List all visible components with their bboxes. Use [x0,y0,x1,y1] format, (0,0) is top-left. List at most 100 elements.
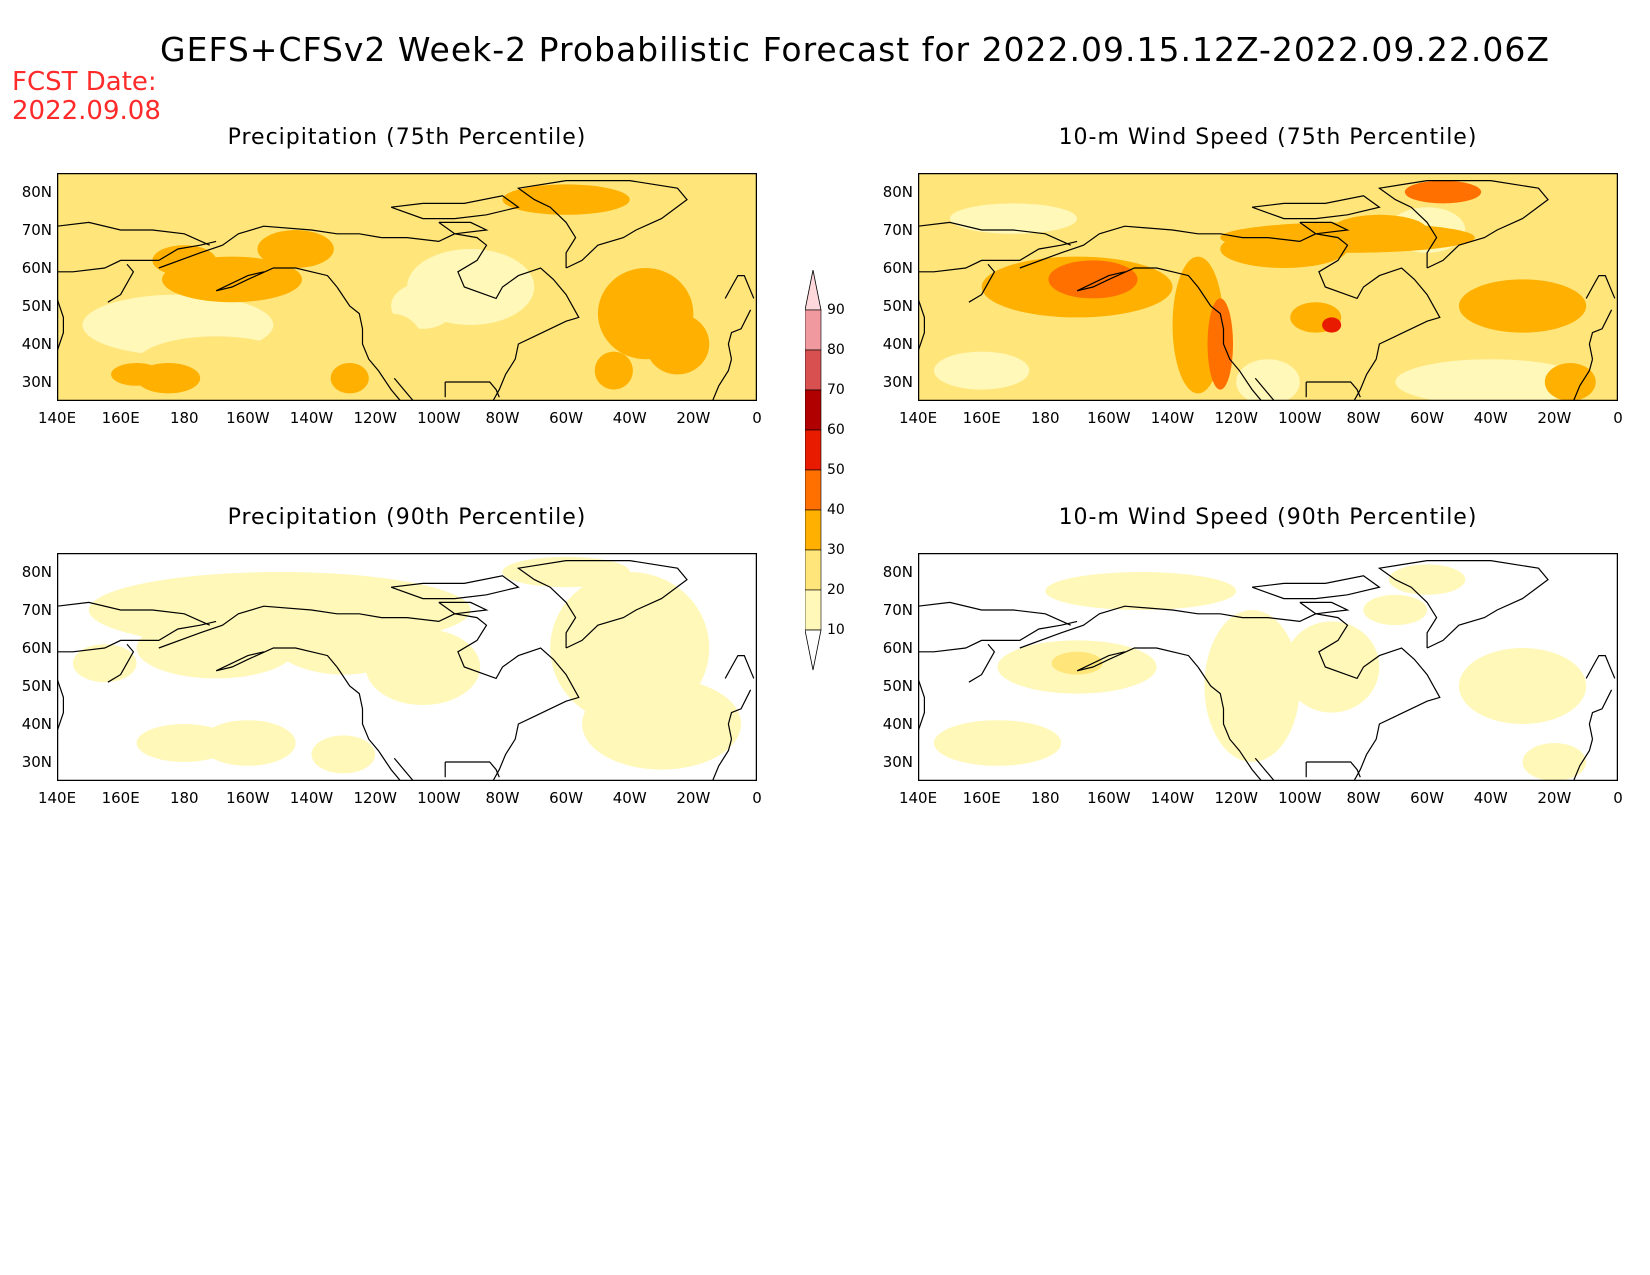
lat-tick-label: 30N [21,753,52,771]
coastline [438,601,489,615]
probability-contour [311,735,376,774]
coastline [57,678,65,735]
colorbar: 10 20 30 40 50 60 70 80 90 [804,269,865,694]
coastline [107,263,135,303]
coastline [1588,689,1613,740]
coastline [393,377,414,401]
coastline [57,601,210,626]
colorbar-segment [804,269,822,311]
coastline [1197,666,1263,781]
coastline [336,666,402,781]
colorbar-label: 50 [827,462,845,478]
lon-tick-label: 20W [1537,409,1572,427]
lon-tick-label: 60W [549,789,584,807]
probability-contour [1322,317,1342,333]
coastline [1299,221,1350,235]
map-frame [57,173,757,401]
coastline [711,739,733,781]
coastline [516,559,688,649]
lat-tick-label: 30N [882,373,913,391]
panel-wind-75: 10-m Wind Speed (75th Percentile) 80N 70N… [883,125,1623,427]
lat-tick-label: 80N [882,183,913,201]
coastline [1197,286,1263,401]
lon-tick-label: 20W [1537,789,1572,807]
colorbar-segment [804,349,822,391]
coastline [1585,654,1616,679]
coastline [215,267,338,292]
coastline [727,309,752,360]
coastline [107,643,135,683]
coastline [158,225,580,401]
lon-tick-label: 180 [1030,789,1060,807]
coastline [918,240,1078,273]
probability-contour [1404,180,1482,204]
lon-tick-label: 160W [226,409,270,427]
colorbar-segment [804,589,822,631]
coastline [1019,605,1441,781]
lon-tick-label: 140E [898,789,938,807]
probability-contour [1045,572,1237,610]
coastline [727,689,752,740]
lat-tick-label: 50N [882,297,913,315]
lon-tick-label: 60W [1410,789,1445,807]
lon-tick-label: 140E [898,409,938,427]
coastline [516,179,688,269]
colorbar-graphic [804,269,822,671]
colorbar-label: 10 [827,622,845,638]
coastline [918,298,926,355]
panel-title: Precipitation (75th Percentile) [227,125,587,150]
probability-contour [1048,260,1138,299]
coastline [1251,195,1381,220]
lon-tick-label: 140W [289,409,334,427]
lat-tick-label: 60N [882,259,913,277]
lat-tick-label: 70N [21,221,52,239]
probability-contour [1331,214,1428,246]
coastline [1306,381,1361,398]
lon-tick-label: 140E [37,409,77,427]
probability-contour [1458,279,1587,333]
probability-contour [1204,610,1300,762]
colorbar-label: 30 [827,542,845,558]
probability-contour [949,203,1078,234]
coastline [1254,757,1275,781]
probability-contour [933,351,1030,390]
probability-contour [1544,363,1596,401]
probability-contour [1283,621,1380,713]
probability-contour [200,720,296,766]
probability-contour [502,556,630,588]
lon-tick-label: 0 [752,409,762,427]
lon-tick-label: 80W [485,409,520,427]
probability-contour [359,313,423,375]
lat-tick-label: 70N [882,601,913,619]
lat-tick-label: 50N [882,677,913,695]
coastline [724,274,755,299]
coastline [445,761,500,778]
probability-contour [330,363,369,394]
colorbar-label: 40 [827,502,845,518]
colorbar-label: 90 [827,302,845,318]
lat-tick-label: 30N [21,373,52,391]
coastline [336,286,402,401]
lon-tick-label: 20W [676,409,711,427]
probability-contour [1458,648,1587,724]
coastline [1377,559,1549,649]
probability-contour [1236,359,1300,401]
map-frame [918,173,1618,401]
lon-tick-label: 60W [549,409,584,427]
lon-tick-label: 0 [1613,409,1623,427]
coastline [1377,179,1549,269]
lat-tick-label: 30N [882,753,913,771]
lon-tick-label: 0 [752,789,762,807]
lon-tick-label: 80W [1346,789,1381,807]
probability-contour [1363,594,1428,626]
lat-tick-label: 80N [21,183,52,201]
lat-tick-label: 40N [21,335,52,353]
colorbar-label: 70 [827,382,845,398]
fcst-date: 2022.09.08 [12,96,161,126]
lon-tick-label: 120W [353,409,397,427]
probability-contour [391,283,455,329]
probability-contour [111,363,162,386]
coastline [1306,761,1361,778]
probability-contour [502,184,630,215]
colorbar-segment [804,509,822,551]
